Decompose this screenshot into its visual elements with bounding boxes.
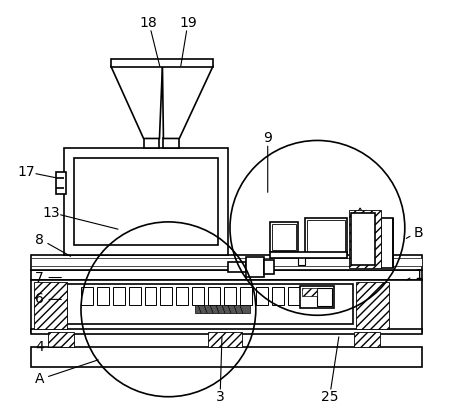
Bar — [354, 332, 380, 347]
Text: 13: 13 — [42, 206, 60, 220]
Bar — [64, 149, 228, 255]
Bar — [256, 288, 268, 305]
Bar — [31, 347, 422, 367]
Bar — [270, 222, 297, 252]
Bar — [113, 288, 125, 305]
Text: 6: 6 — [35, 293, 44, 306]
Bar — [31, 329, 422, 334]
Polygon shape — [111, 66, 163, 139]
Bar — [97, 288, 109, 305]
Bar — [143, 139, 159, 149]
Bar — [81, 288, 93, 305]
Bar — [111, 59, 213, 67]
Bar — [271, 224, 296, 250]
Bar — [208, 288, 220, 305]
Bar — [67, 284, 353, 324]
Bar — [351, 213, 375, 265]
Bar — [31, 270, 422, 280]
Text: 19: 19 — [179, 16, 197, 30]
Bar — [307, 220, 345, 252]
Bar — [306, 218, 347, 254]
Bar — [192, 288, 204, 305]
Text: B: B — [414, 226, 424, 240]
Bar — [31, 255, 422, 270]
Bar — [297, 255, 306, 265]
Bar — [317, 288, 332, 306]
Bar — [271, 288, 284, 305]
Text: 1: 1 — [414, 268, 423, 281]
Text: 17: 17 — [18, 165, 35, 179]
Bar — [31, 258, 422, 266]
Bar — [195, 305, 250, 313]
Bar — [302, 288, 317, 296]
Bar — [176, 288, 188, 305]
Bar — [74, 159, 218, 245]
Bar — [128, 288, 141, 305]
Text: 18: 18 — [140, 16, 158, 30]
Bar — [56, 172, 66, 194]
Bar — [163, 139, 179, 149]
Text: A: A — [35, 372, 44, 386]
Bar — [160, 288, 173, 305]
Bar — [144, 288, 157, 305]
Text: 3: 3 — [216, 390, 224, 404]
Bar — [264, 260, 274, 273]
Bar — [208, 332, 242, 347]
Bar — [224, 288, 236, 305]
Bar — [31, 280, 422, 332]
Bar — [246, 256, 264, 276]
Bar — [287, 288, 300, 305]
Text: 7: 7 — [35, 271, 44, 285]
Bar — [349, 210, 381, 268]
Text: 8: 8 — [35, 233, 44, 247]
Bar — [240, 288, 252, 305]
Text: 9: 9 — [263, 132, 272, 146]
Text: 4: 4 — [35, 340, 44, 354]
Bar — [228, 261, 246, 271]
Bar — [48, 332, 74, 347]
Bar — [270, 252, 347, 258]
Bar — [356, 281, 389, 329]
Text: 25: 25 — [321, 390, 338, 404]
Bar — [35, 281, 67, 329]
Polygon shape — [354, 208, 366, 218]
Bar — [381, 218, 393, 268]
Bar — [300, 286, 334, 308]
Polygon shape — [163, 66, 213, 139]
